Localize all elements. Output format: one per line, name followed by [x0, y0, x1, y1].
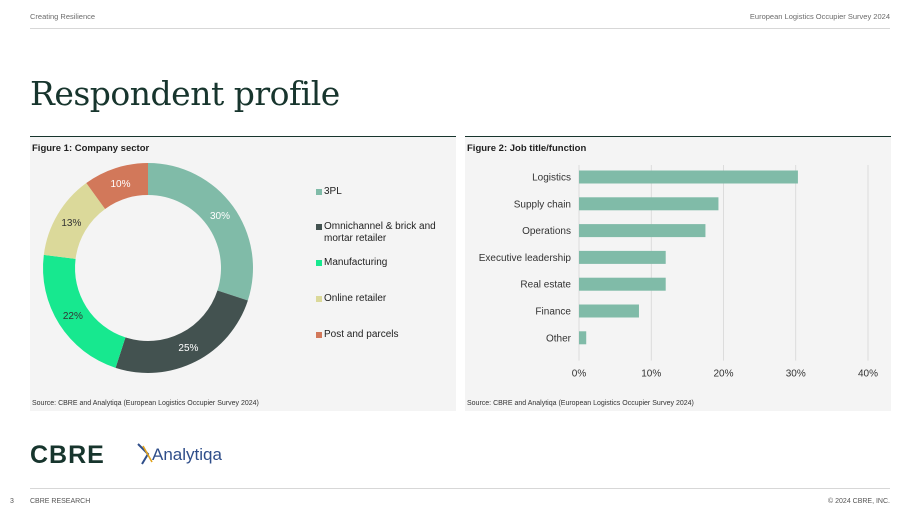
category-label: Finance: [535, 307, 571, 318]
legend-swatch: [316, 296, 322, 302]
category-label: Operations: [522, 226, 571, 237]
donut-slice-label: 22%: [63, 311, 83, 322]
cbre-logo: CBRE: [30, 441, 105, 469]
header-divider: [30, 28, 890, 29]
legend-swatch: [316, 224, 322, 230]
donut-slice: [43, 254, 126, 368]
bar: [579, 277, 666, 291]
analytiqa-mark-icon: [137, 443, 153, 465]
legend-label: Manufacturing: [324, 257, 388, 268]
footer-divider: [30, 488, 890, 489]
job-title-bar-chart: 0% 10% 20% 30% 40% Logistics Supply chain Opera…: [479, 165, 878, 380]
donut-slice: [115, 290, 248, 373]
header-left: Creating Resilience: [30, 12, 96, 21]
legend-item: Manufacturing: [316, 257, 387, 269]
analytiqa-logo: Analytiqa: [136, 442, 226, 468]
legend-label: Online retailer: [324, 293, 387, 304]
legend-swatch: [316, 332, 322, 338]
figure-1-title: Figure 1: Company sector: [32, 143, 150, 154]
legend-label: Post and parcels: [324, 329, 399, 340]
page-title: Respondent profile: [30, 74, 340, 113]
donut-slice: [86, 163, 148, 209]
legend-label: 3PL: [324, 186, 342, 197]
category-label: Executive leadership: [479, 253, 572, 264]
header-right: European Logistics Occupier Survey 2024: [749, 12, 890, 21]
category-label: Real estate: [520, 280, 571, 291]
donut-slice-label: 10%: [110, 179, 130, 190]
category-label: Logistics: [532, 173, 571, 184]
x-tick-label: 20%: [713, 369, 733, 380]
x-tick-label: 10%: [641, 369, 661, 380]
legend-item: 3PL: [316, 186, 342, 198]
legend-item: Omnichannel & brick and mortar retailer: [316, 221, 452, 245]
figure-2-title: Figure 2: Job title/function: [467, 143, 587, 154]
bar: [579, 250, 666, 264]
x-tick-label: 30%: [786, 369, 806, 380]
donut-slice-label: 25%: [178, 343, 198, 354]
figure-2-source: Source: CBRE and Analytiqa (European Log…: [467, 400, 694, 407]
bar: [579, 331, 587, 345]
figure-1-source: Source: CBRE and Analytiqa (European Log…: [32, 400, 259, 407]
company-sector-donut-chart: 30% 25% 22% 13% 10%: [43, 163, 253, 373]
category-label: Other: [546, 333, 572, 344]
bar: [579, 197, 719, 211]
donut-slice: [148, 163, 253, 301]
figure-1-panel: Figure 1: Company sector 30% 25% 22% 13% 10%…: [30, 136, 456, 411]
figure-2-panel: Figure 2: Job title/function 0% 10% 20% 30%…: [465, 136, 891, 411]
analytiqa-logo-text: Analytiqa: [152, 445, 222, 464]
donut-slice-label: 30%: [210, 211, 230, 222]
legend-item: Online retailer: [316, 293, 386, 305]
legend-swatch: [316, 189, 322, 195]
category-label: Supply chain: [514, 199, 571, 210]
x-tick-label: 40%: [858, 369, 878, 380]
bar: [579, 170, 798, 184]
legend-label: Omnichannel & brick and mortar retailer: [324, 221, 436, 244]
x-tick-label: 0%: [572, 369, 587, 380]
footer-copyright: © 2024 CBRE, INC.: [828, 498, 890, 505]
donut-slice: [43, 183, 106, 259]
bar: [579, 224, 706, 238]
donut-slice-label: 13%: [61, 218, 81, 229]
page-number: 3: [10, 498, 14, 505]
legend-swatch: [316, 260, 322, 266]
footer-left: CBRE RESEARCH: [30, 498, 91, 505]
bar: [579, 304, 639, 318]
legend-item: Post and parcels: [316, 329, 399, 341]
